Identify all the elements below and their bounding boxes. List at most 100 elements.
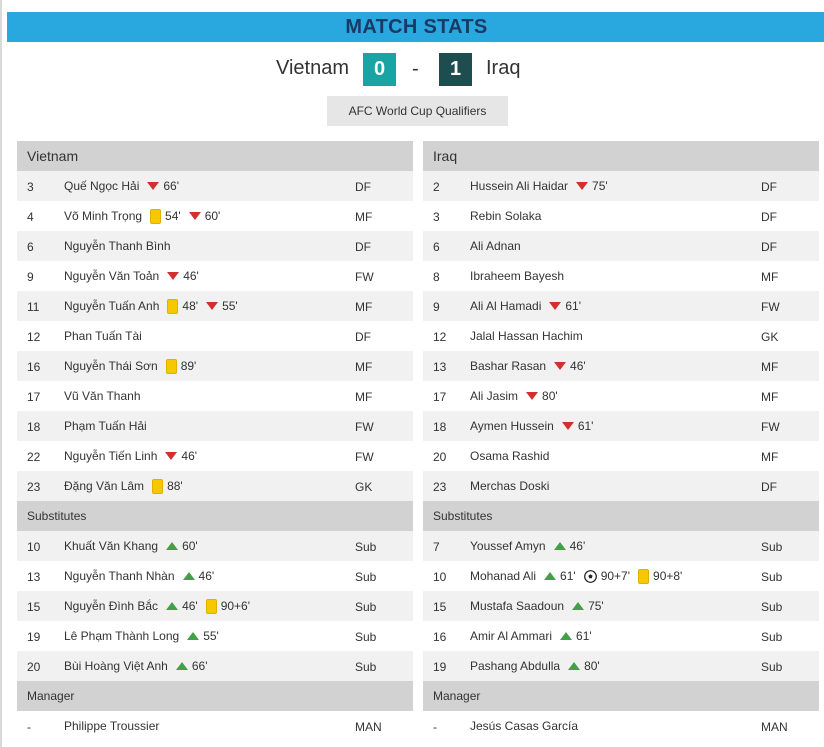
- player-row: 9 Ali Al Hamadi 61' FW: [423, 291, 819, 321]
- player-position: Sub: [761, 570, 783, 584]
- player-row: 23 Đặng Văn Lâm 88' GK: [17, 471, 413, 501]
- player-name: Võ Minh Trọng 54' 60': [64, 208, 220, 224]
- event-minute: 90+7': [600, 569, 631, 583]
- away-lineup: Iraq 2 Hussein Ali Haidar 75' DF 3 Rebin …: [423, 141, 819, 741]
- sub-off-icon: [554, 362, 567, 370]
- team-header: Iraq: [423, 141, 819, 171]
- player-name: Nguyễn Thanh Nhàn 46': [64, 569, 214, 583]
- player-position: Sub: [355, 630, 377, 644]
- player-number: 10: [433, 570, 447, 584]
- sub-on-icon: [182, 572, 195, 580]
- event-minute: 55': [222, 299, 238, 313]
- yellow-card-icon: [205, 598, 217, 614]
- player-name-text: Mohanad Ali: [470, 569, 537, 583]
- match-event: 55': [187, 629, 219, 643]
- match-event: 66': [147, 179, 179, 193]
- player-name-text: Ali Jasim: [470, 389, 519, 403]
- match-event: 75': [576, 179, 608, 193]
- home-lineup: Vietnam 3 Quế Ngọc Hải 66' DF 4 Võ Minh T…: [17, 141, 413, 741]
- player-position: DF: [761, 210, 777, 224]
- player-name: Nguyễn Tuấn Anh 48' 55': [64, 298, 238, 314]
- player-name-text: Jalal Hassan Hachim: [470, 329, 583, 343]
- player-name: Amir Al Ammari 61': [470, 629, 592, 643]
- scoreline: Vietnam 0 - 1 Iraq: [2, 53, 824, 87]
- match-event: 60': [166, 539, 198, 553]
- player-position: DF: [355, 180, 371, 194]
- match-event: 89': [165, 358, 196, 374]
- player-number: 19: [27, 630, 41, 644]
- manager-row: - Jesús Casas García MAN: [423, 711, 819, 741]
- player-name-text: Merchas Doski: [470, 479, 550, 493]
- player-name: Vũ Văn Thanh: [64, 389, 141, 403]
- player-name-text: Phan Tuấn Tài: [64, 329, 142, 343]
- match-event: 90+6': [205, 598, 250, 614]
- competition-badge: AFC World Cup Qualifiers: [327, 96, 508, 126]
- player-position: FW: [355, 420, 374, 434]
- match-event: 46': [554, 359, 586, 373]
- event-minute: 61': [576, 629, 592, 643]
- manager-header: Manager: [423, 681, 819, 711]
- event-minute: 55': [203, 629, 219, 643]
- substitute-row: 19 Lê Phạm Thành Long 55' Sub: [17, 621, 413, 651]
- player-row: 16 Nguyễn Thái Sơn 89' MF: [17, 351, 413, 381]
- player-number: 17: [27, 390, 41, 404]
- event-minute: 61': [560, 569, 576, 583]
- event-minute: 90+8': [653, 569, 683, 583]
- title-bar: MATCH STATS: [7, 12, 824, 42]
- player-position: MF: [761, 270, 779, 284]
- home-team-name: Vietnam: [275, 57, 349, 79]
- player-number: 7: [433, 540, 440, 554]
- player-row: 6 Nguyễn Thanh Bình DF: [17, 231, 413, 261]
- player-name-text: Bashar Rasan: [470, 359, 547, 373]
- player-row: 17 Vũ Văn Thanh MF: [17, 381, 413, 411]
- match-event: 46': [553, 539, 585, 553]
- event-minute: 75': [588, 599, 604, 613]
- player-number: 18: [27, 420, 41, 434]
- event-minute: 46': [570, 359, 586, 373]
- player-name-text: Osama Rashid: [470, 449, 550, 463]
- player-name-text: Nguyễn Thanh Nhàn: [64, 569, 175, 583]
- manager-header: Manager: [17, 681, 413, 711]
- substitute-row: 19 Pashang Abdulla 80' Sub: [423, 651, 819, 681]
- player-name-text: Võ Minh Trọng: [64, 209, 143, 223]
- event-minute: 61': [577, 419, 594, 433]
- player-name: Phạm Tuấn Hải: [64, 419, 147, 433]
- player-number: 8: [433, 270, 440, 284]
- player-row: 18 Phạm Tuấn Hải FW: [17, 411, 413, 441]
- player-name-text: Nguyễn Văn Toản: [64, 269, 160, 283]
- player-number: 3: [27, 180, 34, 194]
- player-number: 16: [433, 630, 447, 644]
- section-title: Vietnam: [27, 148, 79, 164]
- player-name: Aymen Hussein 61': [470, 419, 593, 433]
- player-row: 11 Nguyễn Tuấn Anh 48' 55' MF: [17, 291, 413, 321]
- event-minute: 60': [182, 539, 198, 553]
- player-row: 18 Aymen Hussein 61' FW: [423, 411, 819, 441]
- player-row: 13 Bashar Rasan 46' MF: [423, 351, 819, 381]
- player-name: Nguyễn Tiến Linh 46': [64, 449, 197, 463]
- sub-on-icon: [187, 632, 200, 640]
- player-number: 20: [27, 660, 41, 674]
- event-minute: 88': [167, 479, 183, 493]
- player-name: Bashar Rasan 46': [470, 359, 586, 373]
- sub-on-icon: [572, 602, 585, 610]
- player-name: Pashang Abdulla 80': [470, 659, 600, 673]
- sub-off-icon: [165, 452, 178, 460]
- match-event: 60': [188, 209, 220, 223]
- sub-off-icon: [549, 302, 562, 310]
- player-position: DF: [761, 180, 777, 194]
- page-title: MATCH STATS: [345, 16, 488, 38]
- player-name: Mohanad Ali 61' 90+7' 90+8': [470, 568, 683, 584]
- sub-on-icon: [544, 572, 557, 580]
- sub-off-icon: [147, 182, 160, 190]
- sub-on-icon: [175, 662, 188, 670]
- player-name-text: Khuất Văn Khang: [64, 539, 159, 553]
- player-row: 23 Merchas Doski DF: [423, 471, 819, 501]
- match-event: 80': [568, 659, 600, 673]
- player-row: 12 Jalal Hassan Hachim GK: [423, 321, 819, 351]
- manager-name: Jesús Casas García: [470, 719, 579, 733]
- match-event: 46': [167, 269, 199, 283]
- sub-on-icon: [166, 542, 179, 550]
- event-minute: 48': [182, 299, 199, 313]
- substitute-row: 16 Amir Al Ammari 61' Sub: [423, 621, 819, 651]
